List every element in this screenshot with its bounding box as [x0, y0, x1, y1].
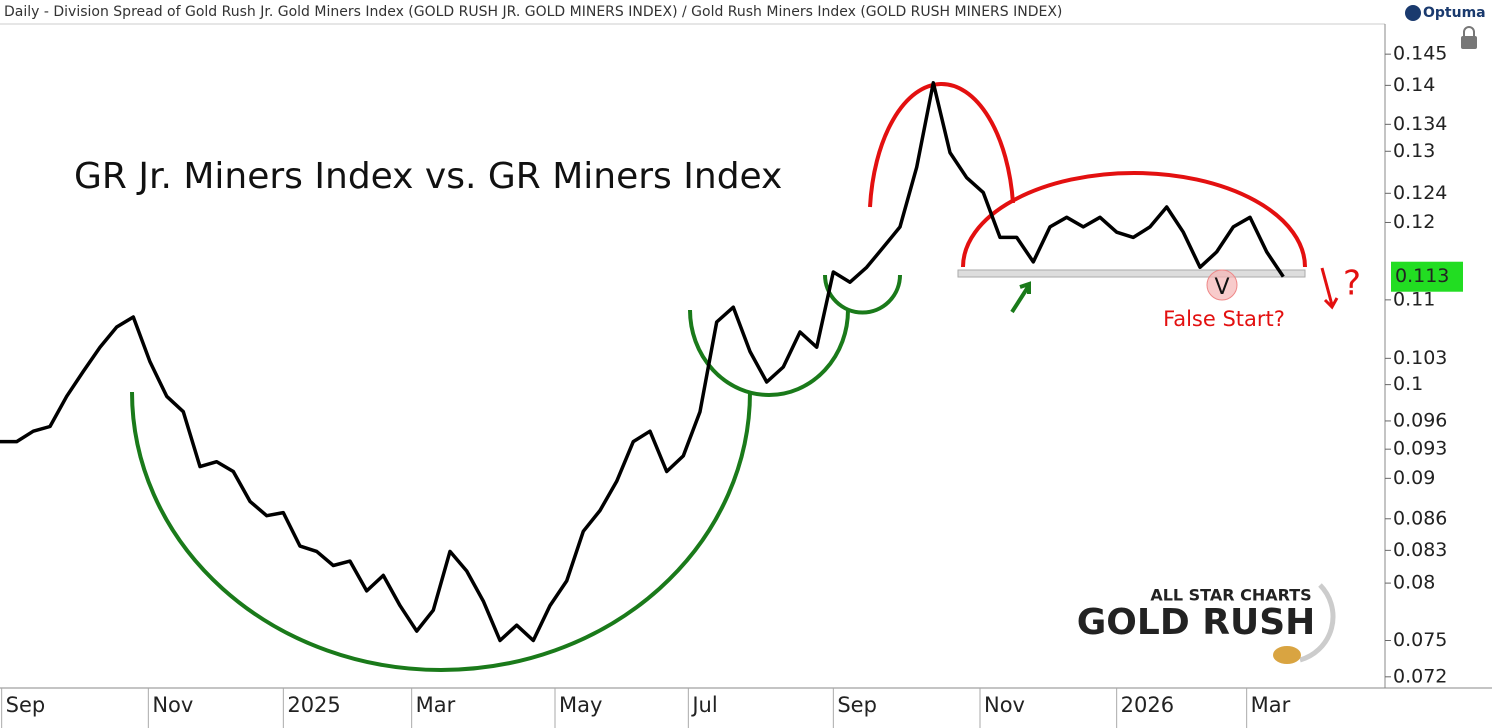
- watermark-nugget: [1273, 646, 1301, 664]
- y-tick-label: 0.09: [1393, 467, 1435, 489]
- y-tick-label: 0.124: [1393, 182, 1447, 204]
- watermark-top: ALL STAR CHARTS: [1150, 586, 1311, 605]
- x-tick-label: Mar: [1251, 693, 1291, 717]
- highlight-circle: [1206, 269, 1238, 301]
- x-tick-label: Jul: [690, 693, 717, 717]
- annotation-v: V: [1214, 275, 1229, 300]
- y-tick-label: 0.08: [1393, 572, 1435, 594]
- y-tick-label: 0.1: [1393, 373, 1423, 395]
- y-tick-label: 0.13: [1393, 140, 1435, 162]
- lock-icon[interactable]: [1461, 36, 1477, 49]
- y-tick-label: 0.12: [1393, 211, 1435, 233]
- x-tick-label: Nov: [152, 693, 193, 717]
- y-tick-label: 0.103: [1393, 347, 1447, 369]
- y-tick-label: 0.14: [1393, 74, 1435, 96]
- watermark-swoosh: [1299, 583, 1336, 663]
- y-tick-label: 0.096: [1393, 409, 1447, 431]
- y-tick-label: 0.086: [1393, 507, 1447, 529]
- x-tick-label: Sep: [6, 693, 46, 717]
- y-tick-label: 0.145: [1393, 43, 1447, 65]
- x-tick-label: Sep: [837, 693, 877, 717]
- pattern-arcs: [130, 82, 1307, 672]
- y-tick-label: 0.083: [1393, 539, 1447, 561]
- red-arrow: [1320, 267, 1339, 310]
- chart-title: GR Jr. Miners Index vs. GR Miners Index: [74, 156, 782, 197]
- y-tick-label: 0.093: [1393, 438, 1447, 460]
- x-tick-label: Nov: [984, 693, 1025, 717]
- last-value-label: 0.113: [1395, 265, 1449, 287]
- green-arc: [130, 391, 752, 672]
- x-tick-label: 2025: [287, 693, 340, 717]
- green-arrow: [1010, 281, 1031, 314]
- y-tick-label: 0.075: [1393, 629, 1447, 651]
- annotation-question: ?: [1343, 264, 1361, 304]
- header: Daily - Division Spread of Gold Rush Jr.…: [4, 4, 1062, 20]
- x-tick-label: Mar: [416, 693, 456, 717]
- brand: Optuma: [1423, 5, 1486, 21]
- x-tick-label: 2026: [1121, 693, 1174, 717]
- green-arc: [688, 309, 850, 397]
- brand-logo: [1405, 5, 1421, 21]
- red-arc: [961, 171, 1307, 268]
- y-tick-label: 0.134: [1393, 113, 1447, 135]
- lock-icon-shackle: [1463, 26, 1475, 36]
- last-value-box: [1391, 261, 1463, 292]
- watermark-main: GOLD RUSH: [1077, 602, 1316, 643]
- y-tick-label: 0.11: [1393, 288, 1435, 310]
- price-line: [0, 81, 1285, 643]
- red-arc: [868, 82, 1015, 208]
- support-band: [957, 269, 1306, 278]
- y-tick-label: 0.072: [1393, 665, 1447, 687]
- annotation: False Start?: [1163, 307, 1285, 331]
- x-tick-label: May: [559, 693, 602, 717]
